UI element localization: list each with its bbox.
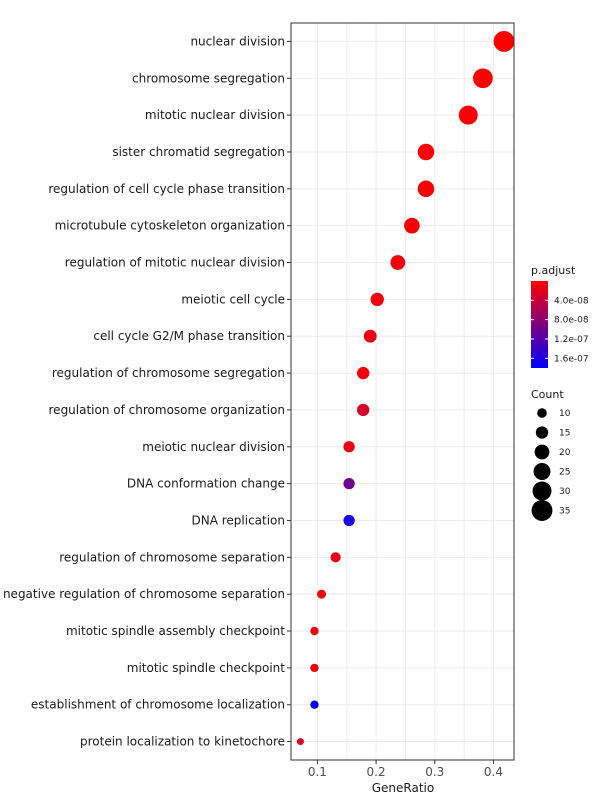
data-point [310, 626, 319, 636]
size-legend-label: 10 [559, 409, 571, 419]
color-legend-title: p.adjust [531, 264, 576, 277]
color-legend-label: 1.2e-07 [554, 335, 589, 345]
category-label: negative regulation of chromosome separa… [3, 587, 285, 601]
size-legend-title: Count [531, 388, 564, 401]
size-legend-label: 20 [559, 448, 571, 458]
data-point [343, 514, 355, 527]
category-label: regulation of mitotic nuclear division [65, 256, 285, 270]
size-legend-dot [534, 444, 550, 460]
category-label: establishment of chromosome localization [31, 698, 285, 712]
category-label: protein localization to kinetochore [80, 735, 285, 749]
category-label: chromosome segregation [132, 71, 285, 85]
size-legend-dot [531, 500, 553, 521]
x-tick-label: 0.4 [484, 765, 503, 779]
x-axis-ticks: 0.1 0.2 0.3 0.4 [308, 760, 503, 779]
data-point [458, 105, 478, 125]
size-legend-dot [533, 463, 551, 480]
color-legend-label: 4.0e-08 [554, 296, 589, 306]
category-label: sister chromatid segregation [112, 145, 285, 159]
size-legend-dot [535, 426, 549, 439]
size-legend: Count 10 15 20 25 30 35 [531, 388, 571, 521]
color-legend-label: 1.6e-07 [554, 354, 589, 364]
color-legend-bar [531, 281, 548, 368]
data-point [343, 477, 355, 490]
size-legend-label: 15 [559, 429, 570, 439]
category-label: regulation of chromosome organization [49, 403, 285, 417]
data-point [493, 30, 515, 52]
category-label: mitotic spindle checkpoint [127, 661, 286, 675]
plot-panel-border [290, 22, 515, 761]
grid-lines [291, 23, 514, 760]
data-point [404, 217, 420, 234]
data-point [357, 403, 370, 417]
data-point [417, 143, 435, 161]
x-tick-label: 0.2 [367, 765, 386, 779]
data-point [370, 292, 384, 307]
category-label: regulation of chromosome separation [59, 550, 285, 564]
data-point [417, 180, 435, 198]
category-label: microtubule cytoskeleton organization [55, 219, 285, 233]
category-label: DNA conformation change [127, 477, 285, 491]
data-point [296, 738, 304, 746]
data-point [357, 366, 370, 380]
data-points [296, 30, 515, 746]
size-legend-label: 25 [559, 468, 570, 478]
x-axis-title: GeneRatio [372, 781, 434, 795]
data-point [310, 663, 319, 673]
category-label: meiotic nuclear division [142, 440, 285, 454]
color-legend: p.adjust 4.0e-08 8.0e-08 1.2e-07 1.6e-07 [531, 264, 589, 368]
category-label: meiotic cell cycle [181, 292, 285, 306]
data-point [330, 552, 341, 563]
color-legend-label: 8.0e-08 [554, 316, 589, 326]
data-point [390, 255, 406, 270]
data-point [363, 329, 377, 343]
category-label: DNA replication [191, 513, 285, 527]
size-legend-label: 30 [559, 487, 571, 497]
x-tick-label: 0.1 [308, 765, 327, 779]
category-label: cell cycle G2/M phase transition [93, 329, 285, 343]
data-point [343, 441, 355, 453]
category-label: mitotic spindle assembly checkpoint [66, 624, 285, 638]
data-point [317, 589, 327, 599]
category-label: nuclear division [190, 34, 285, 48]
size-legend-dot [532, 481, 552, 501]
category-label: regulation of chromosome segregation [52, 366, 285, 380]
category-labels: nuclear division chromosome segregation mi… [3, 34, 291, 749]
x-tick-label: 0.3 [425, 765, 444, 779]
category-label: regulation of cell cycle phase transitio… [48, 182, 285, 196]
data-point [310, 700, 319, 709]
data-point [473, 68, 493, 89]
size-legend-dot [537, 408, 547, 418]
category-label: mitotic nuclear division [145, 108, 285, 122]
size-legend-label: 35 [559, 507, 570, 517]
